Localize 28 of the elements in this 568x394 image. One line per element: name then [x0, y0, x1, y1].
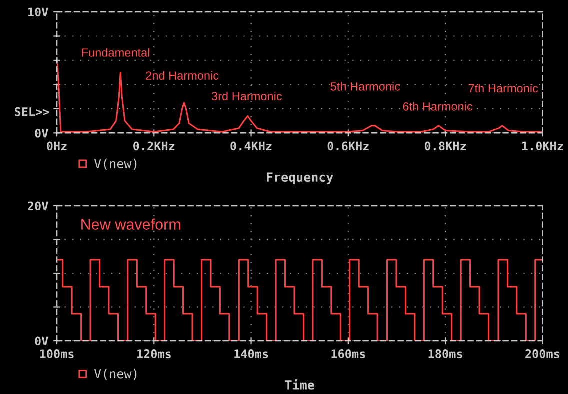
text: SEL>>	[14, 107, 50, 116]
x-tick-label: 0.8KHz	[424, 142, 466, 151]
x-tick-label: 0Hz	[47, 142, 67, 151]
annotation: Fundamental	[82, 48, 150, 57]
x-axis-title: Time	[285, 380, 314, 390]
x-tick-label: 0.4KHz	[230, 142, 272, 151]
x-tick-label: 0.2KHz	[134, 142, 175, 151]
x-tick-label: 160ms	[332, 350, 366, 358]
x-axis-title: Frequency	[267, 172, 334, 184]
y-tick-label: 0V	[35, 128, 48, 138]
legend-label: V(new)	[94, 158, 137, 170]
x-tick-label: 1.0KHz	[522, 142, 564, 151]
y-tick-label: 20V	[28, 202, 48, 211]
annotation: 2nd Harmonic	[146, 71, 219, 80]
annotation: 3rd Harmonic	[212, 92, 282, 101]
y-tick-label: 10V	[28, 8, 48, 17]
legend-label: V(new)	[94, 369, 137, 380]
annotation: 7th Harmonic	[468, 84, 538, 93]
x-tick-label: 0.6KHz	[328, 142, 369, 151]
x-tick-label: 120ms	[137, 350, 171, 358]
x-tick-label: 100ms	[40, 350, 74, 358]
x-tick-label: 140ms	[234, 350, 268, 358]
x-tick-label: 180ms	[428, 350, 462, 358]
annotation: New waveform	[82, 218, 180, 230]
x-tick-label: 200ms	[526, 350, 560, 358]
annotation: 5th Harmonic	[330, 82, 400, 91]
y-tick-label: 0V	[35, 336, 48, 346]
annotation: 6th Harmonic	[403, 102, 473, 111]
